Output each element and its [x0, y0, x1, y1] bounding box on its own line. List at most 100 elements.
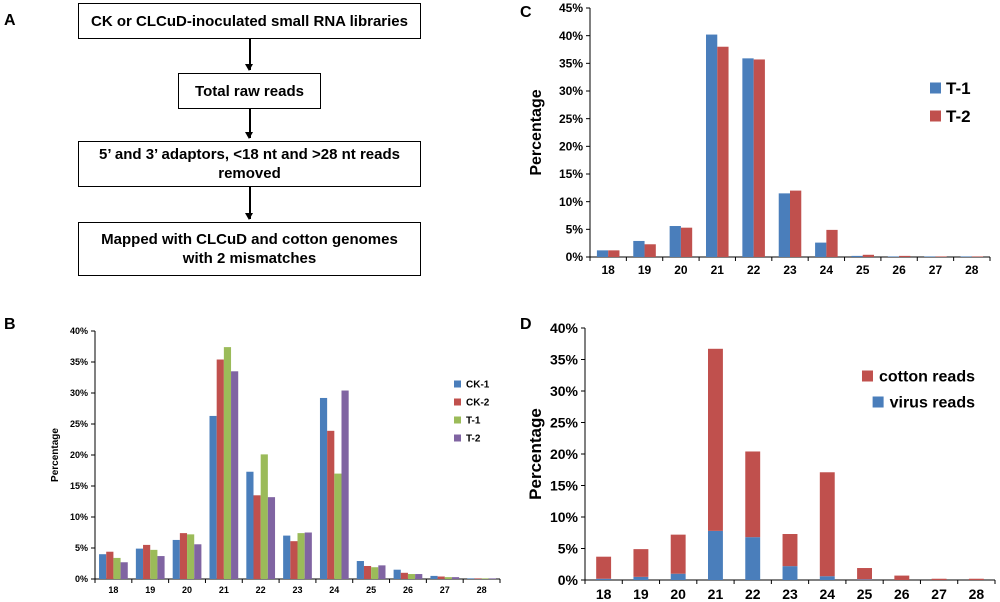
y-tick-label: 40%	[70, 326, 88, 336]
x-tick-label: 26	[894, 586, 910, 602]
y-tick-label: 30%	[70, 388, 88, 398]
y-tick-label: 20%	[70, 450, 88, 460]
flow-arrow	[246, 109, 252, 139]
bar-t-2	[608, 250, 620, 257]
x-tick-label: 27	[440, 585, 450, 595]
legend-swatch	[872, 396, 884, 408]
bar-ck-1	[99, 554, 107, 579]
flow-step-mapping: Mapped with CLCuD and cotton genomes wit…	[78, 222, 421, 276]
panel-label-a: A	[4, 12, 16, 29]
y-tick-label: 10%	[70, 512, 88, 522]
bar-ck-2	[290, 541, 298, 579]
x-tick-label: 18	[596, 586, 612, 602]
bar-t-1	[669, 226, 681, 257]
y-tick-label: 10%	[550, 509, 579, 525]
x-tick-label: 22	[745, 586, 761, 602]
bar-t-2	[680, 227, 693, 257]
legend-swatch	[930, 110, 941, 122]
y-tick-label: 0%	[75, 574, 88, 584]
y-tick-label: 0%	[566, 250, 584, 264]
bar-ck-1	[135, 548, 144, 579]
bar-cotton-reads	[894, 575, 910, 580]
legend-label: cotton reads	[879, 369, 975, 386]
x-tick-label: 18	[108, 585, 118, 595]
x-tick-label: 24	[820, 263, 834, 277]
flow-step-adaptor-removal: 5’ and 3’ adaptors, <18 nt and >28 nt re…	[78, 141, 421, 187]
x-tick-label: 26	[892, 263, 906, 277]
legend-label: T-1	[946, 79, 971, 98]
x-tick-label: 27	[931, 586, 947, 602]
bar-cotton-reads	[745, 451, 761, 538]
y-tick-label: 5%	[75, 543, 88, 553]
legend-swatch	[861, 370, 873, 382]
bar-t-2	[157, 556, 165, 579]
y-tick-label: 30%	[550, 383, 579, 399]
x-tick-label: 28	[965, 263, 979, 277]
bar-virus-reads	[782, 566, 798, 580]
bar-virus-reads	[670, 573, 686, 580]
legend-label: CK-1	[466, 380, 490, 391]
bar-t-1	[633, 240, 645, 257]
bar-ck-2	[400, 572, 408, 579]
y-tick-label: 30%	[559, 84, 583, 98]
bar-t-1	[187, 534, 195, 579]
flow-arrow	[246, 187, 252, 220]
bar-ck-1	[467, 578, 475, 579]
x-tick-label: 23	[292, 585, 302, 595]
bar-t-1	[223, 347, 232, 579]
bar-ck-2	[179, 533, 188, 579]
bar-t-2	[790, 190, 802, 257]
bar-t-2	[826, 229, 838, 257]
bar-t-2	[451, 577, 460, 579]
bar-t-1	[960, 256, 972, 257]
y-tick-label: 25%	[70, 419, 88, 429]
y-tick-label: 5%	[566, 223, 584, 237]
bar-cotton-reads	[968, 578, 984, 580]
x-tick-label: 25	[856, 263, 870, 277]
x-tick-label: 25	[366, 585, 376, 595]
bar-ck-2	[437, 576, 445, 579]
bar-ck-1	[319, 397, 328, 579]
bar-t-2	[753, 59, 765, 258]
bar-virus-reads	[708, 530, 723, 580]
bar-t-1	[113, 557, 121, 579]
bar-t-2	[717, 46, 729, 257]
y-tick-label: 5%	[558, 540, 579, 556]
bar-t-2	[341, 390, 349, 579]
y-tick-label: 25%	[559, 112, 583, 126]
bar-cotton-reads	[782, 534, 798, 567]
bar-cotton-reads	[596, 556, 612, 579]
legend-label: virus reads	[890, 395, 975, 412]
y-tick-label: 45%	[559, 1, 583, 15]
bar-t-1	[706, 34, 718, 258]
bar-t-2	[935, 256, 947, 257]
bar-t-2	[971, 256, 984, 257]
x-tick-label: 21	[219, 585, 229, 595]
x-tick-label: 20	[674, 263, 688, 277]
bar-t-2	[899, 255, 911, 257]
bar-t-2	[267, 497, 276, 579]
bar-t-1	[742, 58, 754, 257]
bar-virus-reads	[596, 578, 612, 580]
bar-t-1	[815, 242, 827, 257]
y-tick-label: 35%	[70, 357, 88, 367]
y-tick-label: 35%	[550, 351, 579, 367]
bar-cotton-reads	[633, 549, 649, 577]
y-axis-label: Percentage	[528, 89, 545, 175]
legend-swatch	[454, 398, 461, 406]
x-tick-label: 26	[403, 585, 413, 595]
flow-step-raw-reads: Total raw reads	[178, 73, 321, 109]
bar-virus-reads	[745, 537, 761, 580]
x-tick-label: 22	[256, 585, 266, 595]
x-tick-label: 28	[969, 586, 985, 602]
bar-t-2	[231, 371, 239, 579]
y-axis-label: Percentage	[526, 408, 545, 500]
y-tick-label: 0%	[558, 572, 579, 588]
bar-ck-2	[363, 565, 372, 579]
bar-t-2	[194, 544, 202, 579]
bar-ck-1	[246, 471, 254, 579]
bar-t-2	[488, 578, 496, 579]
bar-t-2	[304, 532, 312, 579]
